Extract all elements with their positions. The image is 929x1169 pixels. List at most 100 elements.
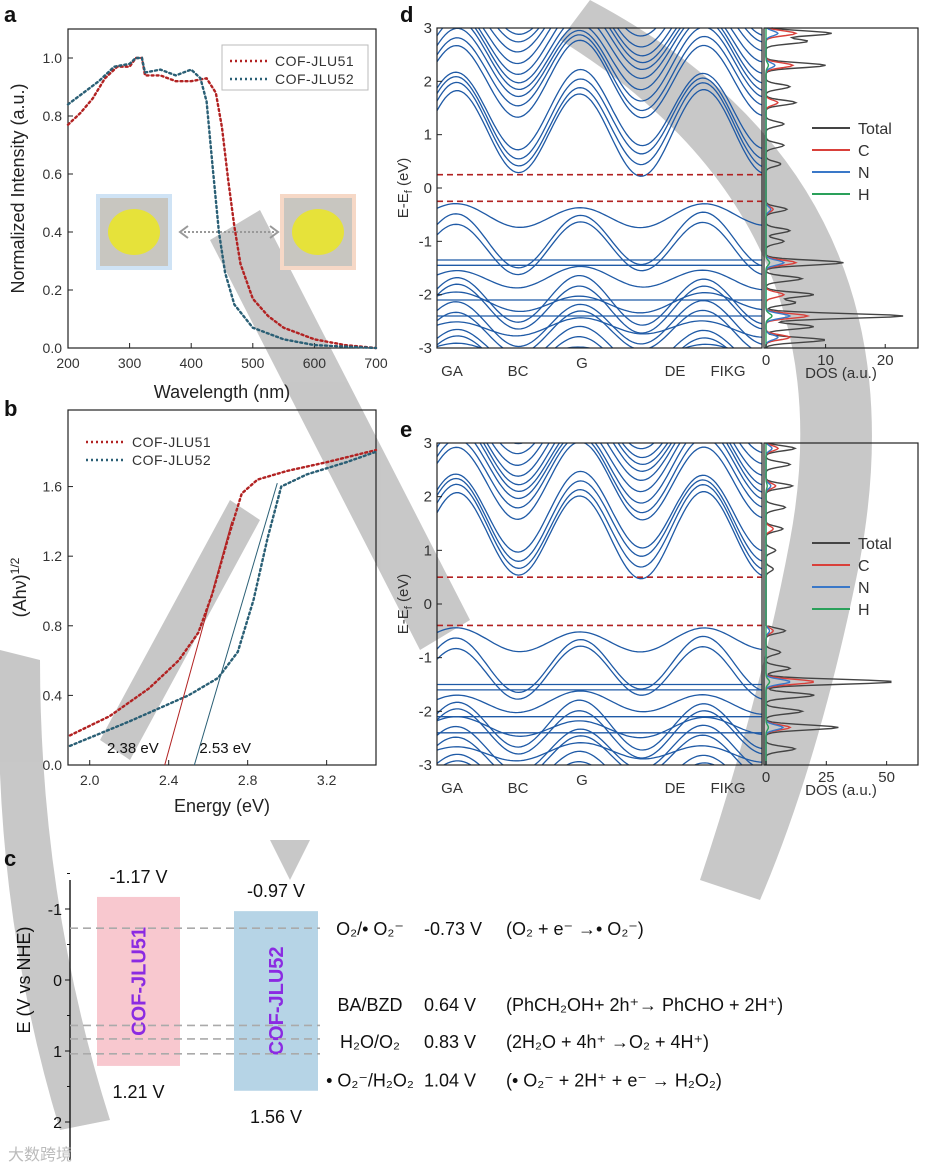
y-axis-label: (Ahν)1/2 bbox=[8, 557, 30, 617]
conduction-band bbox=[437, 477, 762, 562]
x-tick-label: 3.2 bbox=[317, 772, 337, 788]
x-axis-label: DOS (a.u.) bbox=[805, 782, 877, 799]
y-tick-label: 0 bbox=[424, 180, 432, 197]
conduction-band bbox=[486, 443, 762, 477]
y-tick-label: 1.2 bbox=[43, 548, 63, 564]
redox-couple-label: • O₂⁻/H₂O₂ bbox=[326, 1070, 414, 1090]
conduction-band bbox=[437, 470, 762, 553]
y-tick-label: 0.0 bbox=[43, 757, 63, 773]
legend-label: COF-JLU51 bbox=[132, 434, 211, 450]
tangent-line bbox=[193, 482, 278, 766]
k-point-label: G bbox=[576, 772, 588, 789]
x-tick-label: 700 bbox=[364, 355, 388, 371]
y-tick-label: 1 bbox=[424, 127, 432, 144]
valence-band bbox=[437, 265, 762, 291]
conduction-band bbox=[512, 443, 762, 450]
y-tick-label: 0.8 bbox=[43, 108, 63, 124]
y-axis-label: E-Ef (eV) bbox=[395, 574, 415, 635]
valence-band bbox=[437, 274, 762, 326]
conduction-band bbox=[437, 379, 762, 437]
legend-label: N bbox=[858, 165, 870, 182]
y-axis-label-superscript: 1/2 bbox=[8, 557, 22, 574]
panel-label-c: c bbox=[4, 846, 16, 871]
conduction-band bbox=[474, 28, 762, 84]
vb-potential-label: 1.56 V bbox=[250, 1107, 302, 1127]
cb-potential-label: -0.97 V bbox=[247, 881, 305, 901]
x-tick-label: 300 bbox=[118, 355, 142, 371]
cb-potential-label: -1.17 V bbox=[109, 867, 167, 887]
legend-label: COF-JLU52 bbox=[132, 452, 211, 468]
series-line-cof-jlu51 bbox=[68, 448, 378, 737]
redox-potential-label: 0.83 V bbox=[424, 1032, 476, 1052]
valence-band bbox=[437, 724, 755, 765]
valence-band bbox=[437, 335, 728, 348]
y-tick-label: 0.0 bbox=[43, 340, 63, 356]
y-tick-label: 1.6 bbox=[43, 479, 63, 495]
series-line-cof-jlu52 bbox=[68, 450, 378, 748]
valence-band bbox=[437, 690, 762, 715]
tangent-line bbox=[164, 521, 233, 766]
valence-band bbox=[437, 283, 762, 334]
arrow-heads-icon bbox=[178, 225, 280, 239]
legend-label: H bbox=[858, 602, 870, 619]
watermark-text: 大数跨境 bbox=[8, 1145, 72, 1164]
conduction-band bbox=[437, 81, 762, 168]
x-tick-label: 2.8 bbox=[238, 772, 258, 788]
panel-label-a: a bbox=[4, 2, 17, 27]
y-axis-label: Normalized Intensity (a.u.) bbox=[8, 83, 28, 293]
x-tick-label: 600 bbox=[303, 355, 327, 371]
x-axis-label: Energy (eV) bbox=[174, 796, 270, 816]
k-point-label: BC bbox=[508, 363, 529, 380]
plot-frame bbox=[67, 28, 377, 349]
valence-band bbox=[437, 645, 762, 700]
redox-couple-label: H₂O/O₂ bbox=[340, 1032, 400, 1052]
y-tick-label: 2 bbox=[53, 1115, 62, 1132]
k-point-label: FIKG bbox=[710, 363, 745, 380]
y-tick-label: 3 bbox=[424, 20, 432, 37]
legend-label: COF-JLU52 bbox=[275, 71, 354, 87]
y-tick-label: 3 bbox=[424, 435, 432, 452]
k-point-label: GA bbox=[441, 780, 463, 797]
series-line-cof-jlu52 bbox=[66, 56, 378, 350]
conduction-band bbox=[482, 443, 762, 486]
panel-label-b: b bbox=[4, 396, 17, 421]
conduction-band bbox=[437, 28, 762, 91]
legend-label: Total bbox=[858, 121, 892, 138]
legend-label: C bbox=[858, 558, 870, 575]
conduction-band bbox=[489, 28, 762, 57]
bandgap-label: 2.53 eV bbox=[199, 740, 251, 757]
conduction-band bbox=[491, 443, 762, 466]
y-axis-label-unit: (eV) bbox=[395, 574, 412, 607]
conduction-band bbox=[437, 68, 762, 151]
vb-potential-label: 1.21 V bbox=[112, 1082, 164, 1102]
series-line-cof-jlu51 bbox=[66, 56, 378, 350]
x-tick-label: 0 bbox=[762, 352, 770, 369]
k-point-label: DE bbox=[665, 363, 686, 380]
valence-band bbox=[437, 317, 762, 338]
y-axis-label: E (V vs NHE) bbox=[14, 926, 34, 1033]
y-tick-label: 0.4 bbox=[43, 224, 63, 240]
y-tick-label: -3 bbox=[419, 757, 432, 774]
y-tick-label: -1 bbox=[419, 233, 432, 250]
band-box-cof-jlu51 bbox=[97, 896, 180, 1066]
y-tick-label: 1 bbox=[53, 1044, 62, 1061]
valence-band bbox=[437, 699, 762, 751]
valence-band bbox=[437, 211, 762, 269]
legend-box bbox=[221, 44, 369, 91]
x-tick-label: 10 bbox=[817, 352, 834, 369]
y-tick-label: 0.6 bbox=[43, 166, 63, 182]
y-tick-label: 2 bbox=[424, 73, 432, 90]
valence-band bbox=[437, 627, 762, 653]
conduction-band bbox=[437, 443, 762, 504]
legend-label: N bbox=[858, 580, 870, 597]
valence-band bbox=[437, 734, 743, 765]
valence-band bbox=[437, 299, 762, 348]
conduction-band bbox=[437, 443, 762, 514]
valence-band bbox=[437, 708, 762, 759]
valence-band bbox=[437, 716, 762, 739]
photo-cof-jlu52 bbox=[96, 194, 172, 270]
k-point-label: BC bbox=[508, 780, 529, 797]
y-axis-label-unit: (eV) bbox=[395, 158, 412, 191]
y-tick-label: 1 bbox=[424, 542, 432, 559]
y-axis-label: E-Ef (eV) bbox=[395, 158, 415, 219]
